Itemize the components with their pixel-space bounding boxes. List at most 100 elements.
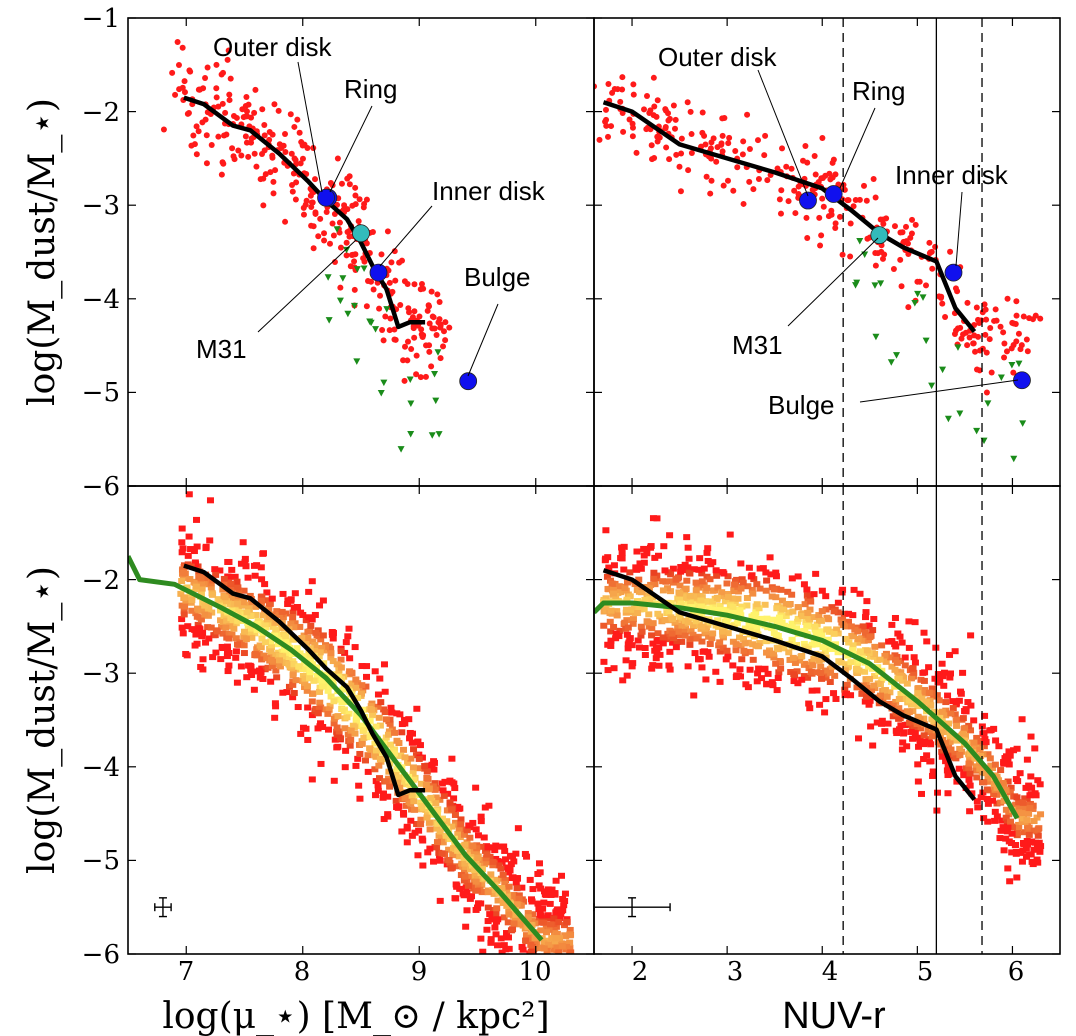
data-point [308, 199, 315, 206]
density-cell [334, 713, 342, 720]
data-point [912, 221, 919, 228]
density-cell [962, 706, 970, 713]
density-cell [544, 912, 552, 919]
density-cell [777, 586, 785, 593]
density-cell [970, 717, 978, 724]
density-cell [925, 689, 933, 696]
density-cell [566, 979, 573, 985]
density-cell [455, 853, 463, 860]
density-cell [352, 762, 360, 769]
density-cell [847, 623, 855, 630]
density-cell [1027, 851, 1035, 858]
data-point [382, 313, 389, 320]
data-point [662, 125, 669, 132]
density-cell [687, 628, 695, 635]
density-cell [372, 792, 380, 799]
density-cell [415, 827, 423, 834]
density-cell [713, 594, 721, 601]
density-cell [793, 625, 801, 632]
data-point [261, 122, 268, 129]
density-cell [400, 811, 408, 818]
density-cell [233, 607, 241, 614]
density-cell [564, 984, 571, 990]
density-cell [845, 610, 853, 617]
density-cell [228, 631, 236, 638]
data-point [213, 94, 220, 101]
density-cell [197, 590, 205, 597]
data-point [724, 177, 731, 184]
density-cell [736, 666, 744, 673]
density-cell [701, 648, 709, 655]
density-cell [610, 665, 618, 672]
density-cell [841, 686, 849, 693]
density-cell [548, 935, 556, 942]
density-cell [925, 664, 933, 671]
density-cell [834, 649, 842, 656]
density-cell [558, 872, 566, 879]
density-cell [876, 656, 884, 663]
density-cell [938, 708, 946, 715]
density-cell [411, 829, 419, 836]
density-cell [747, 573, 755, 580]
density-cell [660, 543, 668, 550]
density-cell [223, 643, 231, 650]
density-cell [909, 665, 917, 672]
density-cell [306, 669, 314, 676]
density-cell [764, 670, 772, 677]
density-cell [881, 728, 889, 735]
density-cell [900, 691, 908, 698]
density-cell [205, 635, 213, 642]
data-point [327, 180, 334, 187]
upper-limit-marker [434, 349, 442, 356]
data-point [437, 355, 444, 362]
density-cell [865, 622, 873, 629]
density-cell [558, 942, 566, 949]
density-cell [801, 601, 809, 608]
density-cell [753, 601, 761, 608]
density-cell [924, 727, 932, 734]
density-cell [853, 684, 861, 691]
density-cell [674, 628, 682, 635]
density-cell [623, 606, 631, 613]
density-cell [821, 709, 829, 716]
density-cell [817, 617, 825, 624]
density-cell [864, 637, 872, 644]
density-cell [280, 646, 288, 653]
data-point [426, 348, 433, 355]
density-cell [477, 935, 485, 942]
density-cell [560, 902, 568, 909]
data-point [650, 112, 657, 119]
density-cell [806, 592, 814, 599]
density-cell [279, 614, 287, 621]
density-cell [926, 739, 934, 746]
density-cell [953, 778, 961, 785]
density-cell [967, 727, 975, 734]
data-point [336, 219, 343, 226]
density-cell [225, 635, 233, 642]
density-cell [259, 675, 267, 682]
density-cell [737, 585, 745, 592]
density-cell [683, 594, 691, 601]
data-point [418, 280, 425, 287]
upper-limit-marker [861, 251, 869, 258]
data-point [839, 251, 846, 258]
data-point [603, 122, 610, 129]
density-cell [562, 943, 570, 950]
density-cell [386, 716, 394, 723]
density-cell [1023, 817, 1031, 824]
density-cell [406, 781, 414, 788]
data-point [397, 302, 404, 309]
data-point [179, 84, 186, 91]
data-point [992, 306, 999, 313]
density-cell [934, 671, 942, 678]
density-cell [945, 770, 953, 777]
density-cell [561, 898, 569, 905]
density-cell [190, 548, 198, 555]
region-marker [944, 263, 963, 282]
density-cell [762, 638, 770, 645]
density-cell [478, 889, 486, 896]
density-cell [527, 941, 535, 948]
density-cell [782, 613, 790, 620]
data-point [179, 44, 186, 51]
